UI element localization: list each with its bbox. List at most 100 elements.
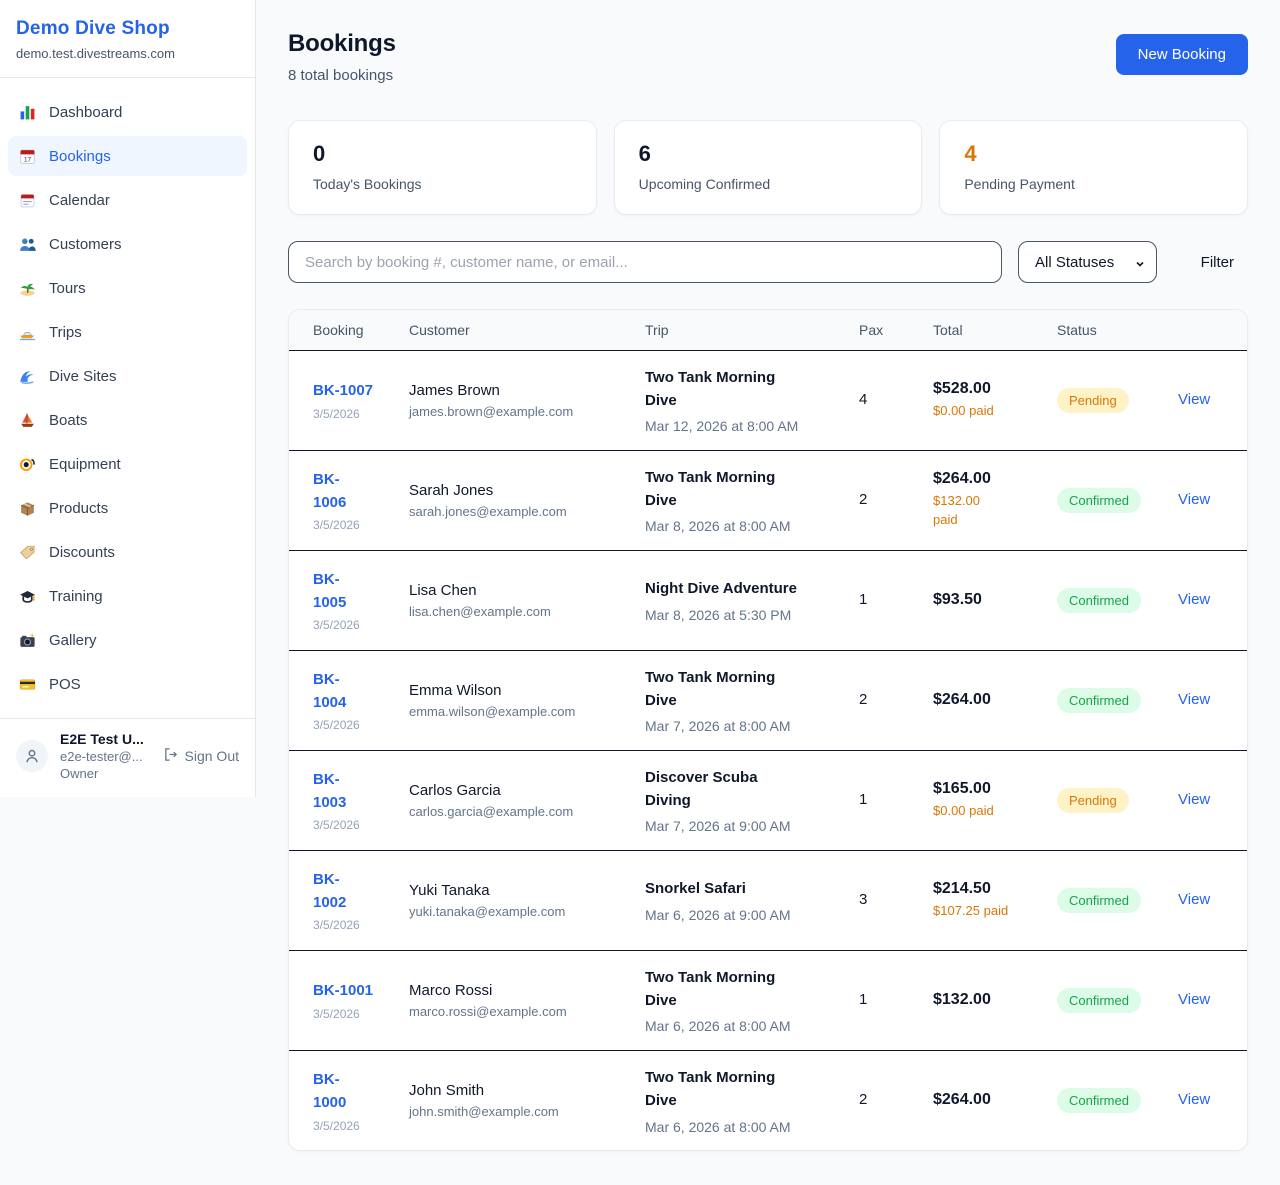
sidebar-item-tours[interactable]: Tours — [8, 268, 247, 308]
calendar-icon — [18, 191, 36, 209]
customer-name: Sarah Jones — [409, 481, 494, 499]
bookings-calendar-icon: 17 — [18, 147, 36, 165]
view-link[interactable]: View — [1178, 1091, 1211, 1109]
status-badge: Pending — [1057, 387, 1129, 413]
trip-datetime: Mar 6, 2026 at 8:00 AM — [645, 1118, 791, 1135]
chevron-down-icon — [1134, 257, 1146, 269]
sidebar-item-products[interactable]: Products — [8, 488, 247, 528]
sidebar-item-label: Dashboard — [49, 103, 123, 121]
customer-name: John Smith — [409, 1081, 485, 1099]
booking-id-link[interactable]: BK- 1002 — [313, 870, 347, 911]
table-row: BK- 1004 3/5/2026 Emma Wilson emma.wilson@… — [289, 650, 1247, 750]
stat-label: Today's Bookings — [313, 176, 422, 192]
view-link[interactable]: View — [1178, 791, 1211, 808]
page-header: Bookings 8 total bookings New Booking — [288, 30, 1248, 84]
sidebar-item-pos[interactable]: POS — [8, 664, 247, 704]
sidebar-item-gallery[interactable]: Gallery — [8, 620, 247, 660]
sidebar-item-label: Customers — [49, 235, 122, 253]
column-header-pax: Pax — [851, 310, 925, 351]
search-input[interactable] — [288, 241, 1002, 283]
sidebar-item-calendar[interactable]: Calendar — [8, 180, 247, 220]
sidebar-item-label: Gallery — [49, 631, 97, 649]
customer-name: Lisa Chen — [409, 581, 477, 599]
customer-email: yuki.tanaka@example.com — [409, 903, 566, 919]
booking-id-link[interactable]: BK-1007 — [313, 382, 374, 400]
booking-id-link[interactable]: BK-1001 — [313, 982, 374, 1000]
table-row: BK- 1006 3/5/2026 Sarah Jones sarah.jones@… — [289, 450, 1247, 550]
trip-name: Two Tank Morning Dive — [645, 668, 776, 709]
stat-card-upcoming-confirmed: 6 Upcoming Confirmed — [613, 120, 923, 215]
stat-value: 0 — [313, 141, 326, 166]
customer-name: James Brown — [409, 381, 500, 399]
booking-date: 3/5/2026 — [313, 818, 360, 833]
booking-id-link[interactable]: BK- 1000 — [313, 1071, 347, 1112]
paid-amount: $0.00 paid — [933, 402, 994, 418]
sidebar-item-boats[interactable]: Boats — [8, 400, 247, 440]
column-header-status: Status — [1049, 310, 1170, 351]
sidebar-item-dashboard[interactable]: Dashboard — [8, 92, 247, 132]
view-link[interactable]: View — [1178, 891, 1211, 908]
sidebar-item-equipment[interactable]: Equipment — [8, 444, 247, 484]
main-content: Bookings 8 total bookings New Booking 0 … — [256, 0, 1280, 1185]
stat-value: 6 — [638, 141, 651, 166]
pax-count: 2 — [859, 1091, 868, 1109]
sidebar-item-label: Bookings — [49, 147, 111, 165]
trip-name: Two Tank Morning Dive — [645, 468, 776, 509]
view-link[interactable]: View — [1178, 591, 1211, 608]
page-title: Bookings — [288, 30, 396, 57]
trip-datetime: Mar 8, 2026 at 5:30 PM — [645, 606, 792, 623]
sidebar-item-label: Trips — [49, 323, 82, 341]
trip-name: Night Dive Adventure — [645, 580, 797, 598]
pax-count: 2 — [859, 691, 868, 708]
status-badge: Confirmed — [1057, 887, 1141, 913]
view-link[interactable]: View — [1178, 691, 1211, 708]
sign-out-button[interactable]: Sign Out — [163, 747, 239, 765]
tag-icon — [18, 543, 36, 561]
sidebar-item-trips[interactable]: Trips — [8, 312, 247, 352]
sign-out-icon — [163, 747, 178, 765]
paid-amount: $132.00 paid — [933, 493, 980, 527]
booking-id-link[interactable]: BK- 1003 — [313, 770, 347, 811]
view-link[interactable]: View — [1178, 991, 1211, 1008]
page-subtitle: 8 total bookings — [288, 67, 394, 84]
total-amount: $528.00 — [933, 379, 991, 397]
booking-id-link[interactable]: BK- 1005 — [313, 570, 347, 611]
stat-value: 4 — [964, 141, 977, 166]
total-amount: $165.00 — [933, 779, 991, 797]
pax-count: 2 — [859, 491, 868, 508]
customer-email: sarah.jones@example.com — [409, 503, 567, 519]
booking-id-link[interactable]: BK- 1004 — [313, 670, 347, 711]
sidebar-item-dive-sites[interactable]: Dive Sites — [8, 356, 247, 396]
avatar — [16, 740, 48, 772]
user-role: Owner — [60, 766, 99, 781]
view-link[interactable]: View — [1178, 491, 1211, 508]
svg-text:17: 17 — [23, 156, 31, 163]
sidebar-item-customers[interactable]: Customers — [8, 224, 247, 264]
wave-icon — [18, 367, 36, 385]
filter-button[interactable]: Filter — [1187, 246, 1248, 279]
stat-label: Pending Payment — [964, 176, 1075, 192]
status-select[interactable]: All Statuses — [1018, 241, 1157, 283]
sailboat-icon — [18, 411, 36, 429]
paid-amount: $0.00 paid — [933, 802, 994, 818]
customer-name: Marco Rossi — [409, 981, 493, 999]
stat-card-pending-payment: 4 Pending Payment — [939, 120, 1249, 215]
sidebar-item-bookings[interactable]: 17 Bookings — [8, 136, 247, 176]
user-email: e2e-tester@... — [60, 749, 143, 764]
pax-count: 3 — [859, 891, 868, 908]
sidebar-item-discounts[interactable]: Discounts — [8, 532, 247, 572]
brand: Demo Dive Shop demo.test.divestreams.com — [0, 0, 255, 78]
customer-email: carlos.garcia@example.com — [409, 803, 574, 819]
new-booking-button[interactable]: New Booking — [1115, 34, 1248, 75]
pax-count: 1 — [859, 791, 868, 808]
view-link[interactable]: View — [1178, 391, 1211, 408]
sidebar-item-training[interactable]: Training — [8, 576, 247, 616]
booking-date: 3/5/2026 — [313, 1006, 360, 1021]
status-badge: Pending — [1057, 787, 1129, 813]
sidebar-item-label: Training — [49, 587, 103, 605]
trip-datetime: Mar 8, 2026 at 8:00 AM — [645, 518, 791, 535]
stat-card-todays-bookings: 0 Today's Bookings — [288, 120, 597, 215]
booking-id-link[interactable]: BK- 1006 — [313, 470, 347, 511]
booking-date: 3/5/2026 — [313, 1118, 360, 1133]
column-header-customer: Customer — [401, 310, 637, 351]
